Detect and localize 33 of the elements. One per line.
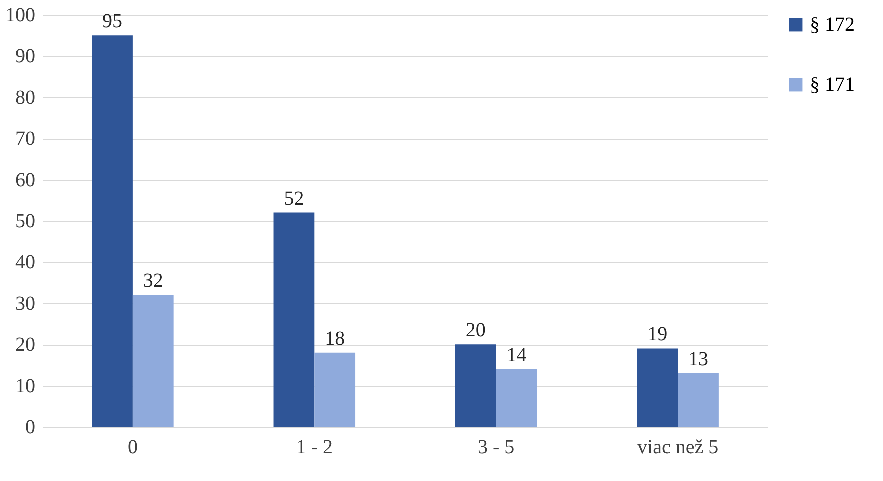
y-tick-label: 10 — [16, 375, 36, 398]
y-tick-label: 100 — [6, 4, 36, 26]
x-tick-label: 1 - 2 — [296, 436, 333, 458]
x-tick-label: viac než 5 — [638, 436, 719, 458]
legend-label: § 171 — [810, 74, 855, 96]
x-tick-label: 3 - 5 — [478, 436, 515, 458]
y-tick-label: 0 — [26, 416, 36, 438]
y-tick-label: 60 — [16, 169, 36, 192]
legend-label: § 172 — [810, 14, 855, 36]
data-label: 13 — [688, 348, 708, 370]
data-label: 19 — [648, 324, 668, 346]
bar — [637, 348, 678, 427]
data-label: 95 — [102, 10, 122, 33]
data-label: 32 — [143, 270, 164, 292]
bar — [314, 352, 356, 427]
bar — [496, 369, 538, 427]
bar — [678, 373, 719, 427]
y-tick-label: 90 — [16, 46, 36, 68]
data-label: 20 — [466, 320, 486, 342]
data-label: 52 — [284, 188, 304, 210]
bar — [274, 212, 315, 427]
data-label: 14 — [506, 344, 527, 366]
y-tick-label: 70 — [16, 128, 36, 150]
y-tick-label: 50 — [16, 210, 36, 232]
y-tick-label: 40 — [16, 252, 36, 274]
y-tick-label: 30 — [16, 292, 36, 315]
bar — [92, 36, 133, 427]
y-tick-label: 80 — [16, 86, 36, 109]
bar — [132, 295, 174, 427]
y-tick-label: 20 — [16, 334, 36, 356]
x-tick-label: 0 — [128, 436, 138, 458]
data-label: 18 — [325, 328, 346, 350]
bar — [455, 344, 496, 427]
